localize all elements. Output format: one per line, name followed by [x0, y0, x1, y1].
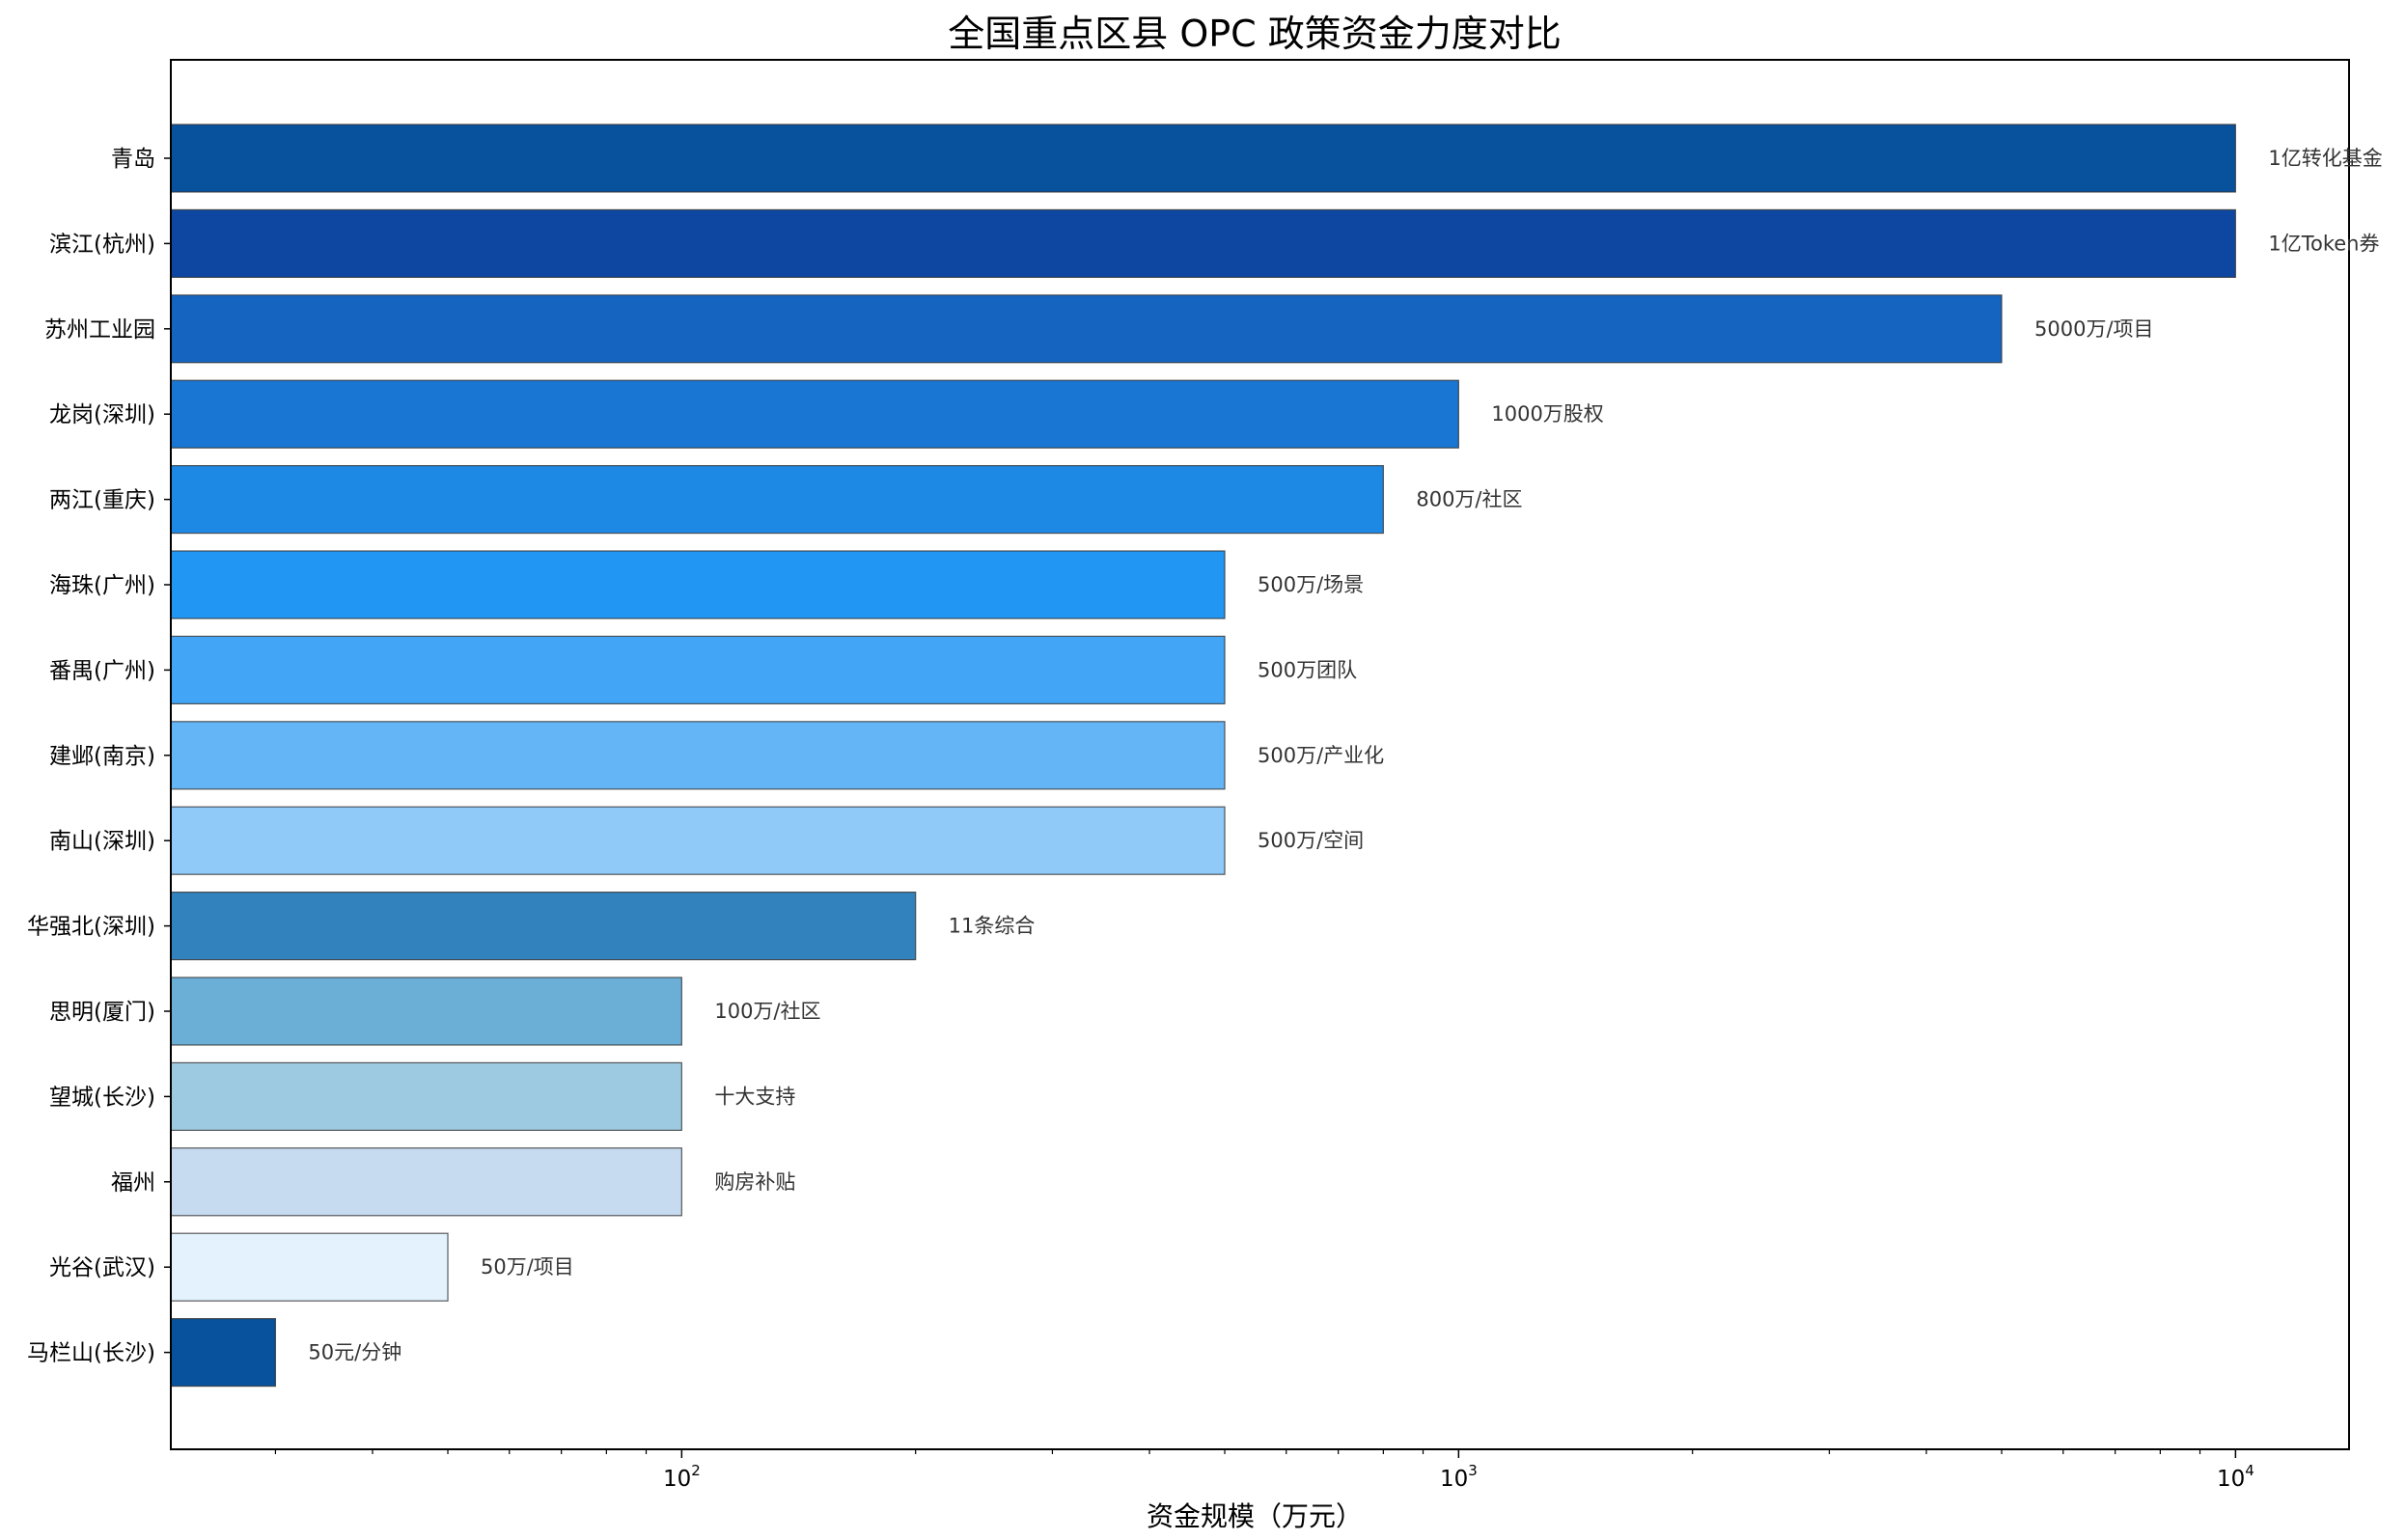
chart-title: 全国重点区县 OPC 政策资金力度对比: [948, 13, 1562, 55]
x-tick-label: 103: [1440, 1462, 1478, 1492]
value-annotation: 购房补贴: [714, 1170, 795, 1194]
bar: [170, 1317, 277, 1388]
category-label: 苏州工业园: [44, 317, 155, 343]
bar: [170, 721, 1226, 790]
bar: [170, 379, 1459, 449]
category-label: 马栏山(长沙): [27, 1341, 155, 1366]
category-label: 建邺(南京): [49, 744, 155, 769]
bar: [170, 294, 2003, 364]
bar: [170, 891, 917, 961]
category-label: 滨江(杭州): [49, 232, 155, 257]
category-label: 望城(长沙): [49, 1085, 155, 1110]
value-annotation: 十大支持: [714, 1085, 795, 1108]
value-annotation: 1亿转化基金: [2268, 147, 2382, 170]
value-annotation: 11条综合: [949, 915, 1036, 938]
bars-layer: [170, 124, 2236, 1388]
value-annotation: 50元/分钟: [308, 1341, 401, 1364]
value-annotation: 500万团队: [1258, 658, 1357, 681]
bar: [170, 1147, 682, 1217]
bar: [170, 465, 1384, 535]
x-tick-label: 102: [663, 1462, 701, 1492]
value-annotation: 1亿Token券: [2268, 232, 2379, 255]
category-label: 番禺(广州): [49, 658, 155, 683]
value-annotation: 5000万/项目: [2034, 317, 2154, 341]
value-annotation: 500万/场景: [1258, 573, 1364, 596]
category-label: 思明(厦门): [49, 1000, 155, 1025]
x-axis-label: 资金规模（万元）: [1147, 1500, 1363, 1532]
bar: [170, 806, 1226, 875]
category-label: 华强北(深圳): [27, 915, 155, 940]
bar: [170, 1232, 449, 1302]
value-annotation: 500万/产业化: [1258, 744, 1384, 767]
category-label: 青岛: [111, 147, 155, 172]
value-annotation: 1000万股权: [1491, 402, 1603, 426]
x-tick-label: 104: [2217, 1462, 2254, 1492]
bar: [170, 550, 1226, 619]
bar: [170, 1061, 682, 1132]
category-label: 两江(重庆): [49, 488, 155, 513]
bar: [170, 635, 1226, 705]
category-label: 南山(深圳): [49, 829, 155, 854]
category-label: 福州: [111, 1170, 155, 1196]
category-label: 龙岗(深圳): [49, 402, 155, 427]
plot-frame: [170, 59, 2350, 1450]
bar: [170, 124, 2236, 193]
value-annotation: 500万/空间: [1258, 829, 1364, 852]
bar: [170, 976, 682, 1046]
value-annotation: 100万/社区: [714, 1000, 820, 1023]
category-label: 光谷(武汉): [49, 1255, 155, 1280]
value-annotation: 50万/项目: [481, 1255, 574, 1279]
bar: [170, 208, 2236, 278]
category-label: 海珠(广州): [49, 573, 155, 598]
value-annotation: 800万/社区: [1416, 488, 1522, 511]
